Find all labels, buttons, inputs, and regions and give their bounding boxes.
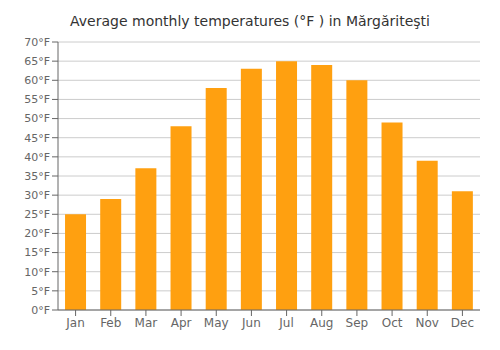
svg-text:Jul: Jul (278, 316, 293, 330)
svg-text:Dec: Dec (451, 316, 474, 330)
svg-text:Mar: Mar (135, 316, 158, 330)
svg-text:60°F: 60°F (24, 74, 50, 87)
svg-text:20°F: 20°F (24, 227, 50, 240)
svg-text:Jun: Jun (241, 316, 261, 330)
svg-text:70°F: 70°F (24, 36, 50, 49)
svg-text:5°F: 5°F (31, 285, 50, 298)
svg-text:Aug: Aug (310, 316, 333, 330)
svg-text:15°F: 15°F (24, 246, 50, 259)
svg-text:45°F: 45°F (24, 132, 50, 145)
svg-text:65°F: 65°F (24, 55, 50, 68)
svg-text:Jan: Jan (65, 316, 85, 330)
svg-text:Oct: Oct (382, 316, 403, 330)
svg-text:55°F: 55°F (24, 93, 50, 106)
svg-text:40°F: 40°F (24, 151, 50, 164)
svg-text:Nov: Nov (416, 316, 439, 330)
svg-text:Sep: Sep (346, 316, 369, 330)
svg-text:Feb: Feb (100, 316, 121, 330)
svg-text:10°F: 10°F (24, 266, 50, 279)
svg-text:25°F: 25°F (24, 208, 50, 221)
svg-text:35°F: 35°F (24, 170, 50, 183)
svg-text:50°F: 50°F (24, 112, 50, 125)
svg-text:Apr: Apr (171, 316, 192, 330)
svg-text:30°F: 30°F (24, 189, 50, 202)
svg-text:0°F: 0°F (31, 304, 50, 317)
html-text:Average monthly temperatures (: Average monthly temperatures (°F ) in Mă… (70, 13, 430, 29)
svg-text:May: May (204, 316, 229, 330)
